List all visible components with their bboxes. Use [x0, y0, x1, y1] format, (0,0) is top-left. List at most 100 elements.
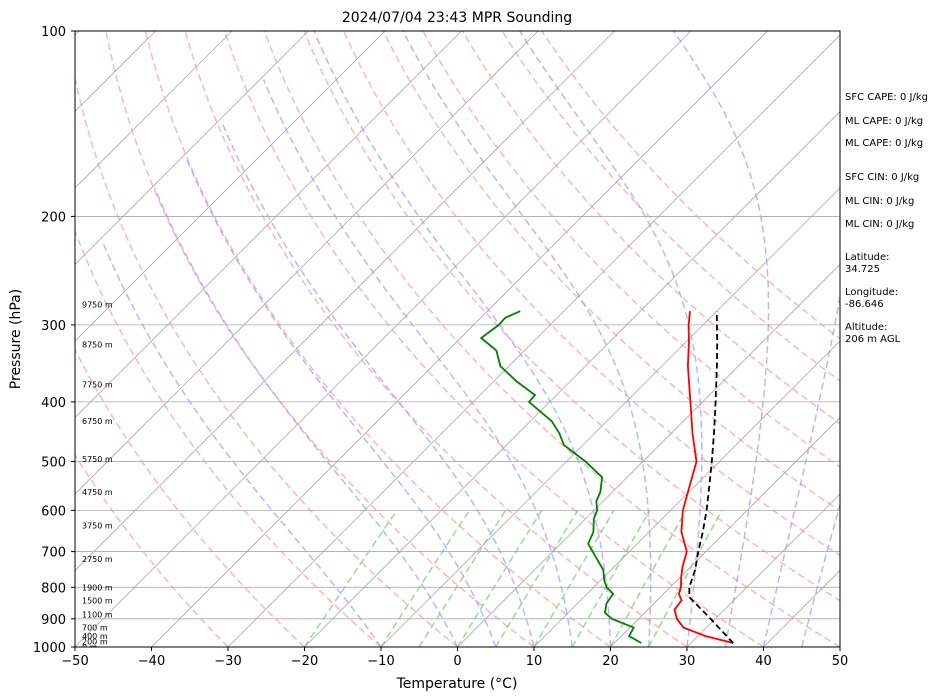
dry-adiabat-line	[75, 74, 458, 647]
chart-title: 2024/07/04 23:43 MPR Sounding	[342, 10, 572, 26]
isotherms	[75, 31, 840, 647]
y-tick-label: 600	[41, 504, 66, 519]
moist-adiabat-line	[313, 31, 612, 647]
y-tick-label: 400	[41, 396, 66, 411]
height-label: 5750 m	[82, 455, 113, 464]
pressure-gridlines	[75, 31, 840, 647]
height-label: 6750 m	[82, 417, 113, 426]
y-tick-label: 200	[41, 210, 66, 225]
sfc-cin-text: SFC CIN: 0 J/kg	[845, 172, 920, 183]
mixing-ratio-lines	[303, 509, 723, 647]
y-tick-label: 800	[41, 581, 66, 596]
ml-cin-text: ML CIN: 0 J/kg	[845, 196, 915, 207]
x-tick-label: 40	[755, 654, 772, 669]
height-label: 700 m	[82, 624, 108, 633]
dry-adiabat-line	[501, 31, 840, 382]
mixing-ratio-line	[303, 509, 398, 647]
x-tick-label: 50	[832, 654, 849, 669]
dry-adiabats	[75, 31, 840, 647]
ml-cape-text-2: ML CAPE: 0 J/kg	[845, 138, 924, 149]
x-tick-label: −30	[214, 654, 241, 669]
isotherm-line	[610, 416, 840, 647]
height-label: 1500 m	[82, 596, 113, 605]
mixing-ratio-line	[533, 509, 615, 647]
height-label: 4750 m	[82, 488, 113, 497]
moist-adiabat-line	[101, 241, 382, 647]
moist-adiabat-line	[220, 120, 535, 647]
x-tick-label: 30	[679, 654, 696, 669]
moist-adiabat-line	[519, 31, 703, 647]
y-axis-label: Pressure (hPa)	[8, 289, 24, 389]
longitude-label: Longitude:	[845, 287, 899, 298]
isotherm-line	[75, 31, 462, 419]
axis-ticks: −50 −40 −30 −20 −10 0 10 20 30 40 50 1000 900 800 700 6…	[33, 25, 848, 669]
height-label: 9750 m	[82, 301, 113, 310]
latitude-value: 34.725	[845, 264, 880, 275]
height-label: 2750 m	[82, 555, 113, 564]
x-tick-label: 10	[526, 654, 543, 669]
y-tick-label: 700	[41, 546, 66, 561]
height-label: 7750 m	[82, 381, 113, 390]
sfc-cape-text: SFC CAPE: 0 J/kg	[845, 92, 928, 103]
x-tick-label: −40	[138, 654, 165, 669]
mixing-ratio-line	[648, 509, 723, 647]
x-tick-label: −10	[367, 654, 394, 669]
moist-adiabat-line	[762, 291, 840, 647]
altitude-label: Altitude:	[845, 322, 888, 333]
height-label: 3750 m	[82, 522, 113, 531]
latitude-label: Latitude:	[845, 252, 890, 263]
moist-adiabat-line	[154, 187, 459, 647]
isotherm-line	[75, 31, 539, 495]
isotherm-line	[304, 110, 840, 647]
dry-adiabat-line	[144, 31, 611, 647]
longitude-value: -86.646	[845, 299, 884, 310]
isotherm-line	[227, 34, 840, 647]
moist-adiabat-line	[402, 31, 652, 647]
dry-adiabat-line	[303, 31, 840, 602]
height-label: 1900 m	[82, 583, 113, 592]
y-tick-label: 100	[41, 25, 66, 40]
moist-adiabats	[101, 31, 840, 647]
parcel-profile	[688, 311, 734, 644]
y-tick-label: 1000	[33, 641, 66, 656]
isotherm-line	[75, 31, 386, 342]
dry-adiabat-line	[382, 31, 840, 512]
isotherm-line	[686, 493, 840, 647]
dry-adiabat-line	[184, 31, 688, 647]
x-tick-label: −50	[61, 654, 88, 669]
x-tick-label: 20	[602, 654, 619, 669]
dry-adiabat-line	[75, 229, 382, 647]
ml-cape-text: ML CAPE: 0 J/kg	[845, 116, 924, 127]
isotherm-line	[75, 31, 309, 266]
isotherm-line	[75, 31, 233, 189]
moist-adiabat-line	[672, 31, 770, 647]
profile-series	[479, 310, 734, 644]
mixing-ratio-line	[456, 509, 543, 647]
y-tick-label: 900	[41, 613, 66, 628]
x-tick-label: −20	[291, 654, 318, 669]
dry-adiabat-line	[422, 31, 840, 468]
isotherm-line	[151, 31, 768, 647]
mixing-ratio-line	[418, 509, 507, 647]
height-label: 200 m	[82, 638, 108, 647]
isotherm-line	[75, 31, 615, 572]
dry-adiabat-line	[342, 31, 840, 557]
isotherm-line	[533, 340, 840, 647]
mixing-ratio-line	[495, 509, 579, 647]
height-label: 0 m	[82, 643, 98, 652]
isotherm-line	[75, 31, 692, 647]
height-label: 1100 m	[82, 610, 113, 619]
mixing-ratio-line	[380, 509, 471, 647]
mixing-ratio-line	[571, 509, 651, 647]
dewpoint-profile	[479, 310, 642, 644]
y-tick-label: 300	[41, 319, 66, 334]
x-tick-label: 0	[453, 654, 461, 669]
height-label: 400 m	[82, 632, 108, 641]
moist-adiabat-line	[801, 502, 840, 647]
height-label: 8750 m	[82, 341, 113, 350]
altitude-value: 206 m AGL	[845, 334, 901, 345]
ml-cin-text-2: ML CIN: 0 J/kg	[845, 219, 915, 230]
dry-adiabat-line	[75, 453, 229, 647]
